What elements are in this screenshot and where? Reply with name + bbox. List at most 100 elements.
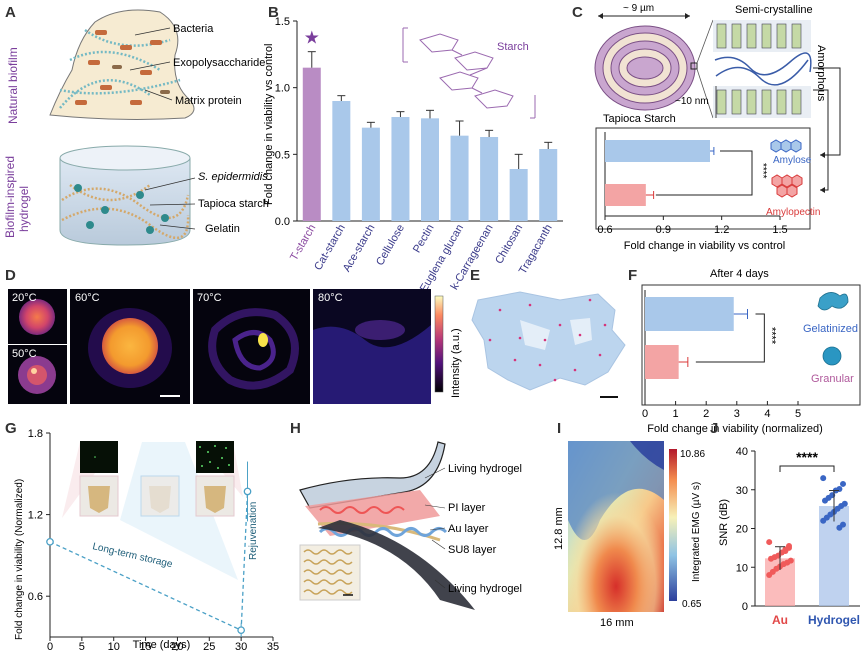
panel-c: C ~ 9 µm Semi-crystalline Amorphous ~10 bbox=[572, 3, 841, 252]
j-significance: **** bbox=[796, 449, 818, 465]
f-xtick-label: 4 bbox=[764, 408, 770, 420]
j-point bbox=[820, 517, 827, 524]
h-living-hydrogel-top: Living hydrogel bbox=[448, 463, 522, 475]
panel-j: J 0 10 20 30 40 SNR (dB) Au Hydrogel **** bbox=[710, 420, 860, 627]
c-xlabel: Fold change in viability vs control bbox=[624, 240, 785, 252]
b-category-label: Cellulose bbox=[374, 223, 407, 268]
c-significance-bracket bbox=[655, 150, 753, 196]
b-bar bbox=[421, 118, 439, 221]
crystalline-layers bbox=[713, 20, 812, 118]
f-xtick-label: 0 bbox=[642, 408, 648, 420]
b-ytick-label: 1.5 bbox=[275, 16, 290, 28]
f-xtick-label: 5 bbox=[795, 408, 801, 420]
j-category-label: Hydrogel bbox=[808, 613, 860, 627]
g-xtick-label: 20 bbox=[171, 641, 183, 651]
size-label: ~ 9 µm bbox=[623, 3, 654, 14]
b-ylabel: Fold change in viability vs control bbox=[263, 44, 275, 205]
temp-80: 80°C bbox=[318, 292, 343, 304]
label-matrix: Matrix protein bbox=[175, 95, 242, 107]
j-point bbox=[840, 480, 846, 487]
panel-letter-b: B bbox=[268, 4, 279, 21]
g-ytick-label: 1.8 bbox=[28, 428, 43, 440]
b-category-label: Chitosan bbox=[493, 223, 525, 267]
temp-60: 60°C bbox=[75, 292, 100, 304]
j-point bbox=[822, 497, 828, 504]
b-bar bbox=[302, 67, 321, 222]
f-xtick-label: 3 bbox=[734, 408, 740, 420]
device-top-hydrogel bbox=[299, 441, 446, 509]
c-xtick-label: 1.5 bbox=[772, 224, 787, 236]
panel-letter-h: H bbox=[290, 420, 301, 437]
j-significance-bracket bbox=[779, 465, 835, 472]
label-bacteria: Bacteria bbox=[173, 23, 214, 35]
panel-g: G 0.6 1.2 1.8 0 5 10 15 20 25 30 35 Time (days) Fold… bbox=[5, 420, 279, 651]
j-point bbox=[782, 546, 789, 553]
amylose-icon bbox=[770, 139, 802, 153]
c-xtick-label: 1.2 bbox=[714, 224, 729, 236]
temp-70: 70°C bbox=[197, 292, 222, 304]
j-ytick-label: 20 bbox=[736, 524, 748, 536]
granular-icon bbox=[822, 346, 842, 366]
panel-f-title: After 4 days bbox=[710, 268, 769, 280]
panel-a-side-bottom-2: hydrogel bbox=[17, 186, 31, 232]
label-sepi: S. epidermidis bbox=[198, 171, 268, 183]
panel-b: B 0.0 0.5 1.0 1.5 Fold change in viability v… bbox=[263, 4, 563, 294]
g-xtick-label: 25 bbox=[203, 641, 215, 651]
b-ytick-label: 1.0 bbox=[275, 83, 290, 95]
panel-e: E bbox=[470, 267, 626, 398]
panel-letter-j: J bbox=[710, 420, 718, 437]
c-significance: **** bbox=[757, 163, 768, 179]
f-bar bbox=[645, 345, 679, 379]
gelatinized-label: Gelatinized bbox=[803, 323, 858, 335]
panel-letter-c: C bbox=[572, 4, 583, 21]
amylopectin-icon bbox=[771, 174, 803, 198]
granular-label: Granular bbox=[811, 373, 854, 385]
j-point bbox=[766, 572, 773, 578]
panel-letter-g: G bbox=[5, 420, 17, 437]
panel-letter-f: F bbox=[628, 267, 637, 284]
panel-letter-e: E bbox=[470, 267, 480, 284]
b-bar bbox=[391, 117, 410, 221]
b-bar bbox=[450, 135, 469, 221]
f-significance-bracket bbox=[695, 313, 765, 363]
h-au-layer: Au layer bbox=[448, 523, 489, 535]
j-point bbox=[768, 555, 774, 562]
panel-a-side-bottom-1: Biofilm-inspired bbox=[3, 156, 17, 238]
f-bar bbox=[645, 297, 734, 331]
panel-letter-d: D bbox=[5, 267, 16, 284]
amorphous-label: Amorphous bbox=[815, 45, 827, 102]
starch-label: Starch bbox=[497, 41, 529, 53]
semi-label: Semi-crystalline bbox=[735, 4, 813, 16]
temp-50: 50°C bbox=[12, 348, 37, 360]
f-xlabel: Fold change in viability (normalized) bbox=[647, 423, 822, 435]
g-point bbox=[237, 626, 245, 635]
i-xlabel: 16 mm bbox=[600, 617, 634, 629]
rejuvenation-label: Rejuvenation bbox=[248, 502, 259, 560]
device-su8-layer bbox=[318, 527, 448, 537]
j-ytick-label: 10 bbox=[736, 562, 748, 574]
j-point bbox=[836, 524, 843, 531]
panel-a-side-top: Natural biofilm bbox=[6, 47, 20, 124]
i-cmax: 10.86 bbox=[680, 449, 705, 460]
j-ytick-label: 40 bbox=[736, 446, 748, 458]
j-ytick-label: 0 bbox=[742, 601, 748, 613]
g-ylabel: Fold change in viability (Normalized) bbox=[14, 479, 25, 640]
ten-nm-label: ~10 nm bbox=[675, 96, 709, 107]
b-bar bbox=[539, 149, 558, 221]
tapioca-label: Tapioca Starch bbox=[603, 113, 676, 125]
i-cbar-label: Integrated EMG (µV s) bbox=[691, 482, 702, 582]
amylose-label: Amylose bbox=[773, 155, 812, 166]
panel-letter-i: I bbox=[557, 420, 561, 437]
panel-h: H Living hydrogel PI layer Au layer SU8 … bbox=[290, 420, 522, 610]
g-xtick-label: 5 bbox=[79, 641, 85, 651]
b-star-marker: ★ bbox=[304, 28, 320, 48]
c-xtick-label: 0.9 bbox=[656, 224, 671, 236]
b-category-label: T-starch bbox=[288, 223, 318, 263]
j-point bbox=[820, 475, 827, 482]
hydrogel-micrograph bbox=[471, 291, 626, 391]
h-su8-layer: SU8 layer bbox=[448, 544, 497, 556]
j-ylabel: SNR (dB) bbox=[718, 499, 730, 546]
b-bar bbox=[332, 101, 351, 221]
g-xtick-label: 30 bbox=[235, 641, 247, 651]
label-eps: Exopolysaccharide bbox=[173, 57, 265, 69]
